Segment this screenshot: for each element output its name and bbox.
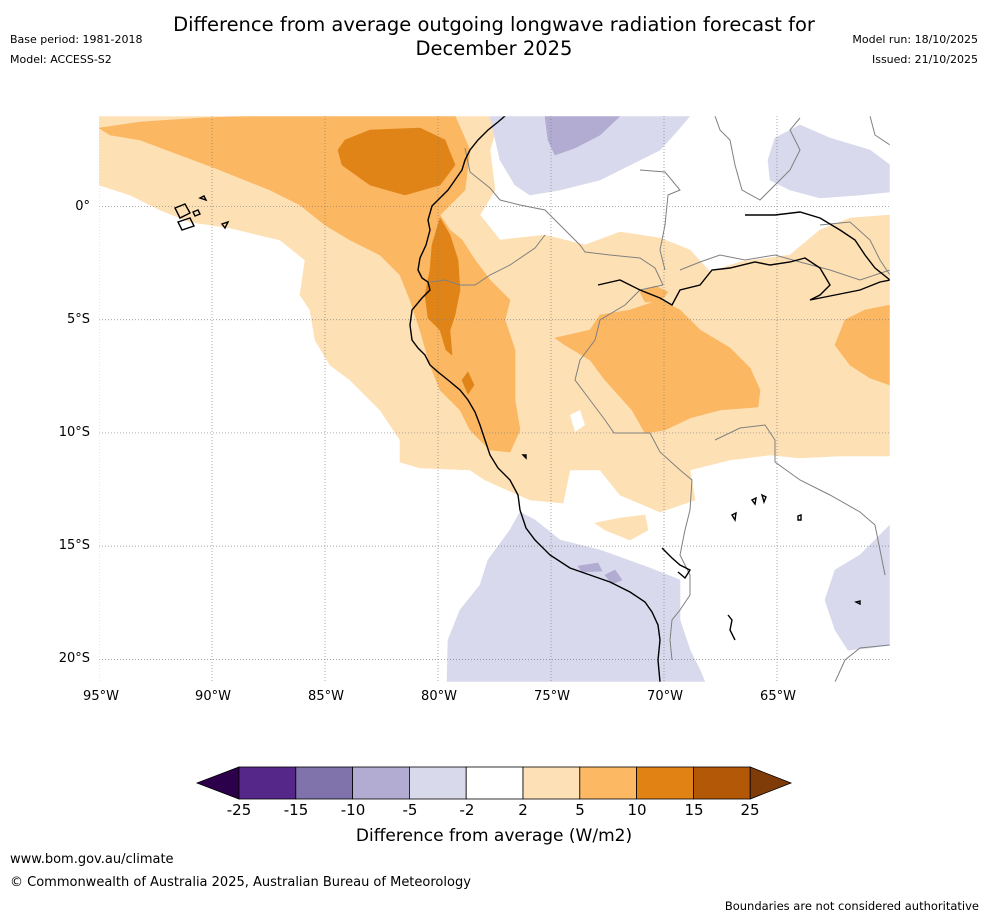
galapagos-5 [198,195,208,202]
footer-url: www.bom.gov.au/climate [10,852,174,867]
field-dark-orange-coast [424,217,461,356]
model-name: Model: ACCESS-S2 [10,53,112,66]
title-line-2: December 2025 [415,37,573,60]
lon-label-85w: 85°W [308,689,344,704]
chart-title: Difference from average outgoing longwav… [0,13,988,61]
legend-cell [238,766,297,800]
border-paraguay [834,644,890,682]
legend-cell [693,766,751,800]
lat-label-5s: 5°S [66,312,90,327]
legend-cell [295,766,353,800]
legend-arrow-min [195,766,240,800]
border-north-amazon [679,254,890,281]
field-purple-south-2 [604,569,623,585]
field-light-purple-north [489,116,691,196]
galapagos-2 [177,217,195,231]
legend-cell [636,766,694,800]
border-ecuador-peru [429,234,546,286]
map-frame [98,115,891,683]
lat-label-20s: 20°S [58,651,90,666]
footer-disclaimer: Boundaries are not considered authoritat… [724,899,979,913]
coastline-pacific [409,116,661,682]
lake-1 [731,511,737,523]
border-colombia-venezuela [639,169,681,271]
base-period: Base period: 1981-2018 [10,33,143,46]
meta-left: Base period: 1981-2018 Model: ACCESS-S2 [10,30,142,70]
legend-tick-2: -15 [283,801,309,819]
field-light-purple-south [446,511,706,682]
lon-label-65w: 65°W [760,689,796,704]
border-ne [869,116,890,146]
river-upper-amazon [745,211,890,281]
river-amazon [597,257,890,306]
legend-cells [195,766,793,800]
issued-date: Issued: 21/10/2025 [871,53,978,66]
lon-label-90w: 90°W [195,689,231,704]
lat-label-0: 0° [75,199,90,214]
legend-tick-10: 25 [740,801,760,819]
lat-label-10s: 10°S [58,425,90,440]
field-neutral-hole [570,410,585,432]
legend-cell [579,766,637,800]
title-line-1: Difference from average outgoing longwav… [173,13,815,36]
lon-label-95w: 95°W [83,689,119,704]
legend-cell [408,766,467,800]
map-gridlines [99,116,890,682]
legend-arrow-max [749,766,793,800]
lake-7 [521,454,527,460]
legend-cell [522,766,581,800]
legend-cell [465,766,524,800]
field-orange-northwest [99,116,521,453]
galapagos-1 [174,203,191,219]
lon-label-70w: 70°W [647,689,683,704]
lake-5 [727,614,736,641]
legend-tick-9: 15 [684,801,704,819]
lat-label-15s: 15°S [58,538,90,553]
legend-tick-1: -25 [226,801,252,819]
border-colombia-ecuador-peru [464,147,664,286]
legend-tick-5: -2 [459,801,475,819]
meta-right: Model run: 18/10/2025 Issued: 21/10/2025 [852,30,978,70]
footer-copyright: © Commonwealth of Australia 2025, Austra… [10,875,471,890]
border-brazil-south [819,221,890,276]
lake-2 [750,496,757,506]
coastlines [174,116,890,682]
lon-label-80w: 80°W [421,689,457,704]
field-dark-orange-dot [461,371,475,395]
field-light-orange-patch [594,514,649,541]
legend-tick-4: -5 [402,801,418,819]
field-purple-north [544,116,621,156]
field-purple-south-1 [577,562,603,573]
field-light-purple-northeast [767,124,890,199]
legend-title: Difference from average (W/m2) [355,826,633,846]
legend-cell [352,766,410,800]
legend-tick-3: -10 [340,801,366,819]
border-bolivia-brazil-east [714,424,886,576]
country-borders [429,116,890,682]
lake-titicaca [661,547,692,580]
lake-3 [760,493,767,505]
lake-4 [797,514,802,521]
border-venezuela-brazil [714,116,801,201]
legend-tick-7: 5 [575,801,585,819]
map-fields [99,116,890,682]
legend-tick-8: 10 [627,801,647,819]
legend-tick-6: 2 [518,801,528,819]
border-peru-brazil [574,284,664,434]
field-dark-orange-north [337,127,456,196]
model-run: Model run: 18/10/2025 [852,33,978,46]
lon-label-75w: 75°W [534,689,570,704]
border-brazil-bolivia [649,432,693,661]
field-orange-central [554,299,761,434]
galapagos-4 [220,220,230,230]
lake-6 [853,600,861,606]
field-orange-east [834,304,890,386]
galapagos-3 [192,209,201,217]
